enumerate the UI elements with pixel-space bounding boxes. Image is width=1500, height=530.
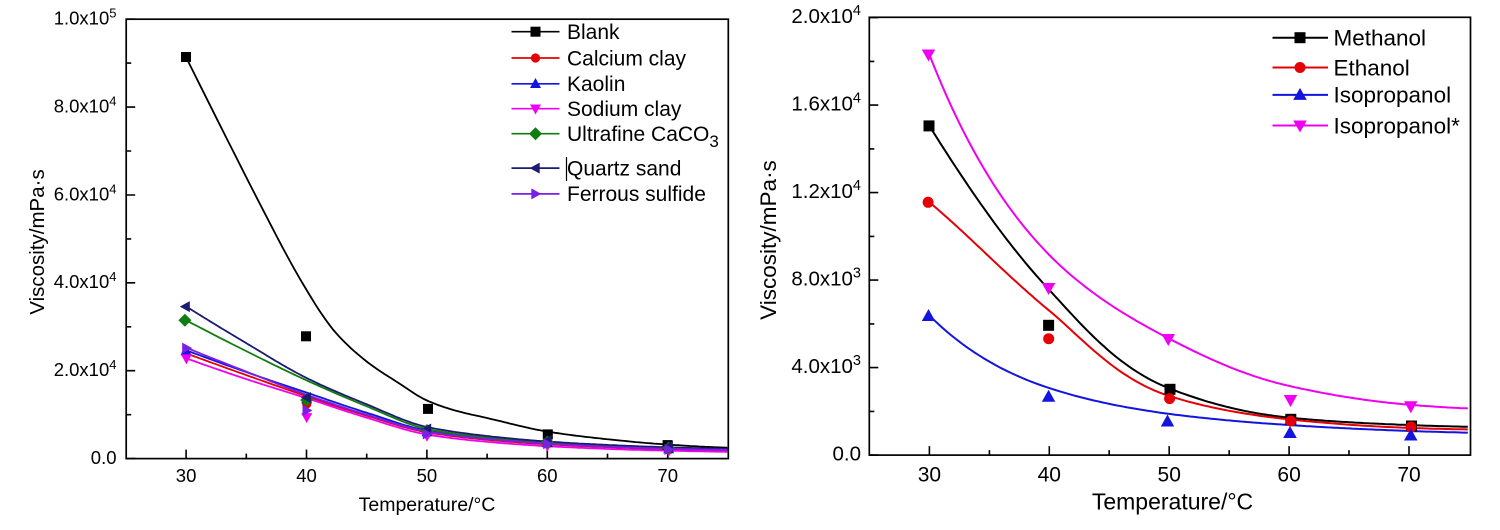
svg-text:30: 30 (918, 464, 941, 487)
svg-text:50: 50 (417, 465, 438, 486)
svg-text:1.6x104: 1.6x104 (791, 90, 861, 115)
svg-text:6.0x104: 6.0x104 (54, 181, 117, 204)
svg-text:50: 50 (1158, 464, 1181, 487)
svg-text:8.0x104: 8.0x104 (54, 93, 117, 116)
svg-text:Sodium clay: Sodium clay (567, 98, 682, 121)
svg-text:60: 60 (537, 465, 558, 486)
svg-text:Calcium clay: Calcium clay (567, 47, 687, 70)
svg-text:Ultrafine CaCO3: Ultrafine CaCO3 (567, 123, 719, 151)
svg-text:Isopropanol: Isopropanol (1334, 83, 1452, 108)
svg-text:Viscosity/mPa·s: Viscosity/mPa·s (26, 169, 49, 314)
svg-text:Quartz sand: Quartz sand (567, 157, 681, 180)
svg-text:Blank: Blank (567, 21, 620, 44)
svg-text:Viscosity/mPa·s: Viscosity/mPa·s (756, 160, 781, 320)
svg-text:70: 70 (657, 465, 678, 486)
svg-text:2.0x104: 2.0x104 (54, 357, 117, 380)
svg-text:Temperature/°C: Temperature/°C (1092, 489, 1253, 515)
svg-text:4.0x103: 4.0x103 (791, 353, 861, 378)
svg-text:0.0: 0.0 (833, 442, 862, 465)
svg-text:30: 30 (176, 465, 197, 486)
svg-text:40: 40 (1038, 464, 1061, 487)
svg-text:2.0x104: 2.0x104 (791, 3, 861, 28)
svg-text:Kaolin: Kaolin (567, 73, 625, 96)
svg-text:Temperature/°C: Temperature/°C (359, 494, 496, 516)
svg-text:60: 60 (1277, 464, 1300, 487)
svg-text:Methanol: Methanol (1334, 26, 1427, 51)
svg-text:1.2x104: 1.2x104 (791, 178, 861, 203)
svg-text:1.0x105: 1.0x105 (54, 6, 117, 29)
svg-text:Isopropanol*: Isopropanol* (1334, 113, 1461, 138)
svg-text:Ethanol: Ethanol (1334, 55, 1410, 80)
svg-text:40: 40 (296, 465, 317, 486)
svg-text:70: 70 (1397, 464, 1420, 487)
svg-text:8.0x103: 8.0x103 (791, 265, 861, 290)
svg-text:Ferrous sulfide: Ferrous sulfide (567, 183, 706, 206)
svg-text:0.0: 0.0 (91, 447, 117, 468)
svg-text:4.0x104: 4.0x104 (54, 269, 117, 292)
